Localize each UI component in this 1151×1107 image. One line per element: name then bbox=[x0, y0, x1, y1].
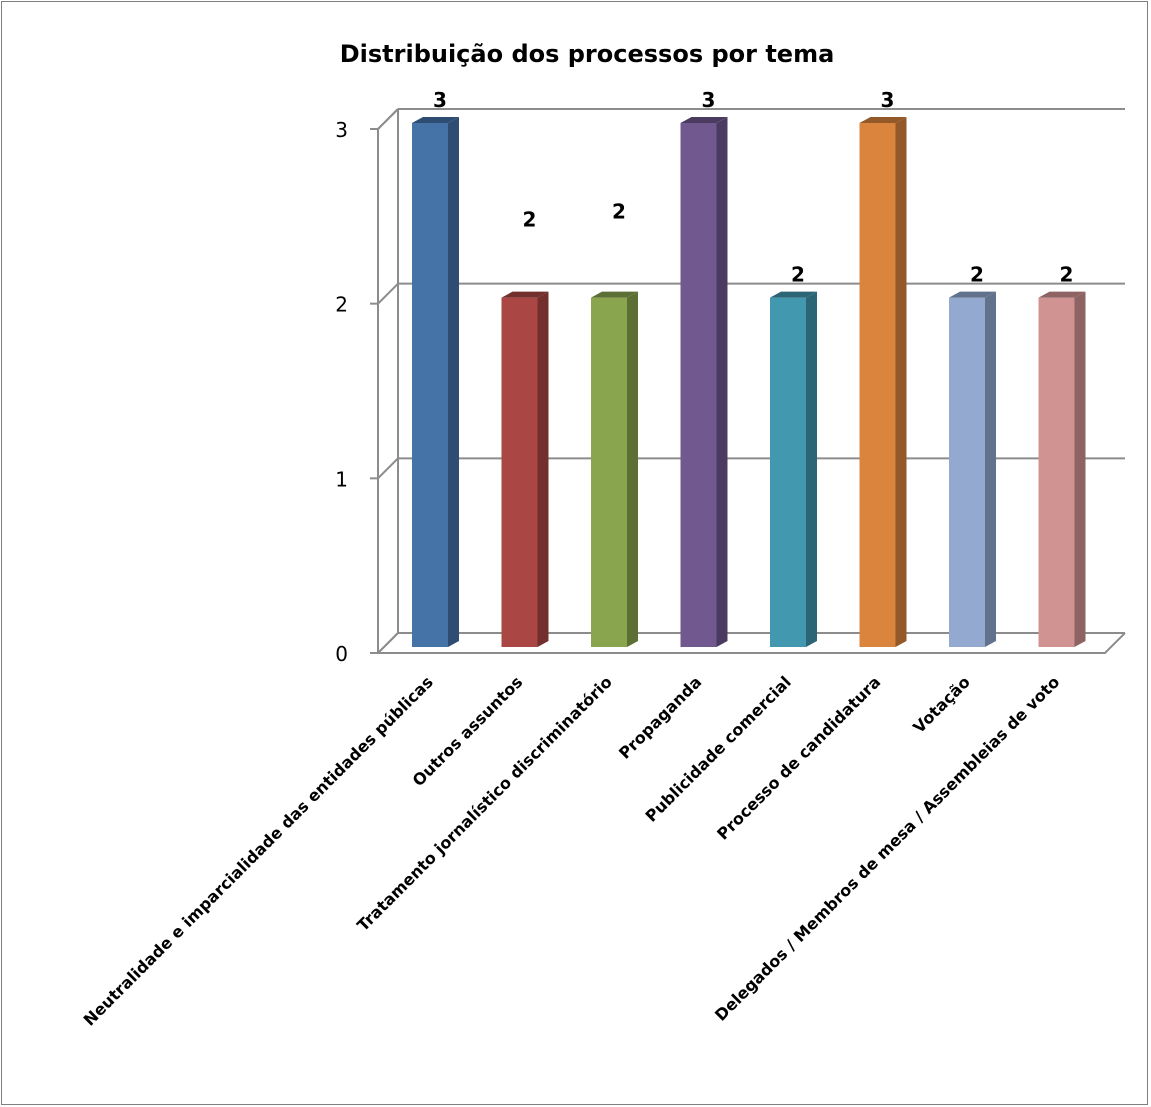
bar bbox=[591, 291, 638, 647]
y-tick-label: 1 bbox=[335, 467, 348, 491]
y-axis: 0 1 2 3 bbox=[335, 118, 378, 666]
bar-top bbox=[412, 116, 459, 123]
category-label: Processo de candidatura bbox=[713, 672, 884, 843]
data-label: 2 bbox=[1060, 263, 1074, 287]
gridline-depth bbox=[377, 282, 399, 305]
bar-top bbox=[591, 291, 638, 298]
bar-top bbox=[680, 116, 728, 123]
data-label: 3 bbox=[881, 88, 895, 112]
category-label: Votação bbox=[909, 672, 974, 737]
bar-top bbox=[770, 291, 817, 298]
category-label: Propaganda bbox=[615, 672, 705, 762]
bar-top bbox=[1038, 291, 1086, 298]
bar-side bbox=[448, 116, 459, 648]
floor-edge bbox=[378, 632, 1126, 654]
bar-side bbox=[985, 291, 996, 647]
data-label: 2 bbox=[612, 200, 626, 224]
bar-side bbox=[1074, 291, 1086, 647]
data-label: 3 bbox=[433, 88, 447, 112]
bar-front bbox=[591, 297, 627, 647]
gridline-depth bbox=[377, 108, 399, 130]
bar-front bbox=[949, 297, 985, 647]
bar-side bbox=[537, 291, 549, 647]
category-label: Publicidade comercial bbox=[642, 672, 795, 825]
category-label: Delegados / Membros de mesa / Assembleia… bbox=[711, 672, 1063, 1024]
data-label: 3 bbox=[702, 88, 716, 112]
bar-front bbox=[859, 122, 896, 648]
bar bbox=[859, 116, 907, 648]
data-labels: 3 2 2 3 2 3 2 2 bbox=[433, 88, 1073, 287]
bar-top bbox=[501, 291, 549, 298]
plot-walls bbox=[377, 108, 1126, 654]
gridlines bbox=[377, 107, 1125, 654]
bar-front bbox=[770, 297, 806, 647]
bar-side bbox=[627, 291, 638, 647]
side-wall-edge bbox=[377, 108, 399, 653]
y-tick-label: 2 bbox=[335, 293, 348, 317]
bars bbox=[412, 116, 1086, 648]
bar bbox=[1038, 291, 1086, 647]
data-label: 2 bbox=[523, 208, 537, 232]
chart-title: Distribuição dos processos por tema bbox=[340, 40, 835, 68]
bar-side bbox=[895, 116, 907, 648]
bar bbox=[770, 291, 817, 647]
bar bbox=[949, 291, 996, 647]
bar-front bbox=[680, 122, 717, 648]
bar bbox=[501, 291, 549, 647]
gridline-depth bbox=[377, 457, 399, 480]
back-wall-edge bbox=[377, 108, 399, 654]
category-label: Neutralidade e imparcialidade das entida… bbox=[80, 672, 437, 1029]
bar-top bbox=[949, 291, 996, 298]
bar-top bbox=[859, 116, 907, 123]
y-tick-label: 3 bbox=[335, 118, 348, 142]
data-label: 2 bbox=[791, 263, 805, 287]
y-tick-label: 0 bbox=[335, 642, 348, 666]
bar-front bbox=[1038, 297, 1075, 647]
bar-front bbox=[501, 297, 538, 647]
bar-front bbox=[412, 122, 448, 648]
bar-side bbox=[806, 291, 817, 647]
x-axis: Neutralidade e imparcialidade das entida… bbox=[80, 672, 1064, 1029]
data-label: 2 bbox=[970, 263, 984, 287]
gridline-depth bbox=[377, 632, 399, 654]
bar bbox=[680, 116, 728, 648]
bar-side bbox=[716, 116, 728, 648]
bar bbox=[412, 116, 459, 648]
